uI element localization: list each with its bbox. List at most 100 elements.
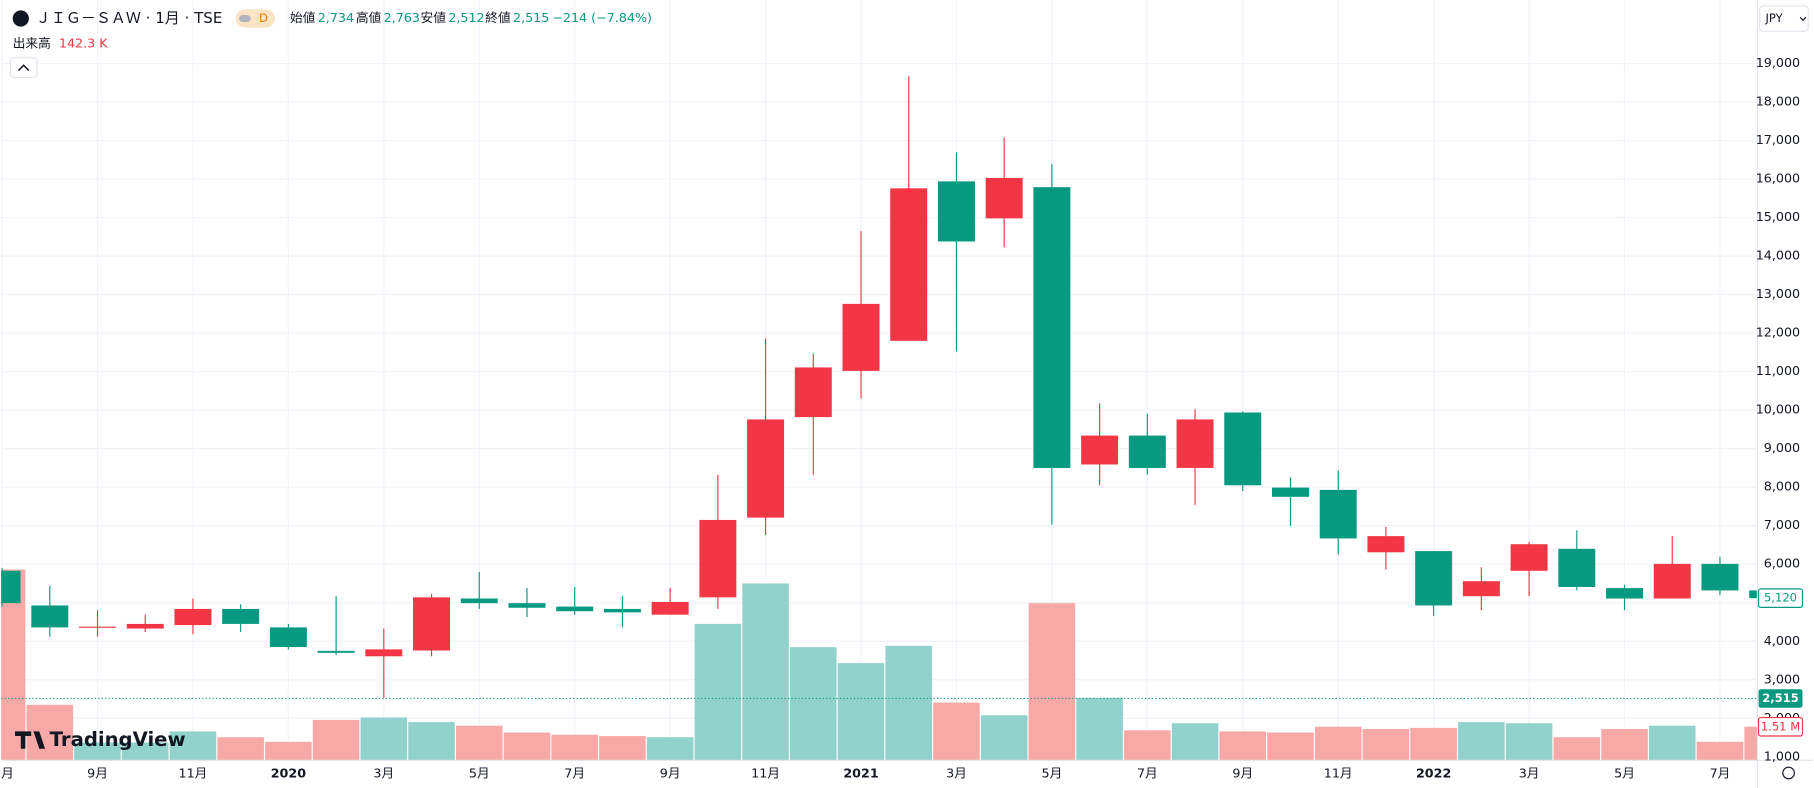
x-tick-label: 7月 xyxy=(1137,766,1158,781)
volume-bar xyxy=(503,732,551,761)
symbol[interactable]: ＪＩＧ－ＳＡＷ · 1月 · TSE xyxy=(36,9,223,27)
x-tick-label: 11月 xyxy=(751,766,780,781)
volume-pane xyxy=(1,569,1758,761)
candle-body xyxy=(79,626,116,628)
x-tick-label: 7月 xyxy=(1710,766,1731,781)
x-tick-label: 3月 xyxy=(1519,766,1540,781)
y-tick-label: 19,000 xyxy=(1756,55,1800,70)
candle-body xyxy=(1033,187,1071,468)
candle-body xyxy=(317,650,355,653)
volume-bar xyxy=(1028,603,1076,761)
y-tick-label: 12,000 xyxy=(1756,325,1800,340)
candle-body xyxy=(937,181,975,242)
y-tick-label: 11,000 xyxy=(1756,363,1800,378)
ohlc-label: 始値 xyxy=(290,10,316,25)
y-tick-label: 3,000 xyxy=(1764,671,1800,686)
candle-body xyxy=(603,608,641,613)
x-tick-label: 月 xyxy=(1,766,14,781)
x-tick-label: 11月 xyxy=(1324,766,1353,781)
volume-bar xyxy=(1076,697,1123,761)
x-tick-label: 3月 xyxy=(946,766,967,781)
candle-body xyxy=(985,177,1023,219)
volume-bar xyxy=(885,645,933,761)
volume-bar xyxy=(1219,731,1267,761)
y-tick-label: 15,000 xyxy=(1756,209,1800,224)
candle-body xyxy=(1128,435,1166,468)
logo-icon xyxy=(15,731,46,749)
y-tick-label: 4,000 xyxy=(1764,633,1800,648)
volume-bar xyxy=(1696,741,1744,761)
volume-bar xyxy=(1458,722,1505,761)
candle-body xyxy=(1224,412,1262,486)
volume-bar xyxy=(360,717,408,761)
candle-body xyxy=(126,623,164,629)
ohlc-label: 終値 xyxy=(485,10,511,25)
y-tick-label: 7,000 xyxy=(1764,517,1800,532)
ohlc-label: 高値 xyxy=(356,10,382,25)
volume-bar xyxy=(1553,737,1601,761)
x-tick-label: 2020 xyxy=(271,766,306,781)
close-label: 5,120 xyxy=(1764,591,1797,605)
grid xyxy=(1,0,1758,761)
volume-bar xyxy=(169,731,217,761)
volume-bar xyxy=(646,737,694,761)
volume-bar xyxy=(1314,726,1362,761)
y-tick-label: 8,000 xyxy=(1764,479,1800,494)
x-tick-label: 5月 xyxy=(1614,766,1635,781)
y-tick-label: 14,000 xyxy=(1756,248,1800,263)
collapse-button[interactable] xyxy=(9,57,38,78)
candle-body xyxy=(794,367,832,418)
x-tick-label: 11月 xyxy=(179,766,208,781)
change: −214 (−7.84%) xyxy=(552,10,652,25)
y-tick-label: 10,000 xyxy=(1756,402,1800,417)
volume-bar xyxy=(1648,725,1696,761)
volume-bar xyxy=(121,742,169,761)
candle-body xyxy=(651,601,689,615)
logo[interactable]: TradingView xyxy=(50,728,186,751)
candle-body xyxy=(1701,563,1739,591)
volume-bar xyxy=(1601,728,1648,761)
candle-body xyxy=(269,627,307,648)
candle-body xyxy=(842,303,880,371)
price-pane xyxy=(1,76,1758,700)
settings-icon[interactable] xyxy=(1782,766,1795,780)
candle-body xyxy=(1,570,21,604)
currency-button[interactable] xyxy=(1759,5,1809,32)
volume-bar xyxy=(265,741,312,761)
ohlc-label: 安値 xyxy=(421,10,447,25)
ohlc-value: 2,734 xyxy=(318,10,354,25)
y-tick-label: 1,000 xyxy=(1764,748,1800,763)
close-box xyxy=(1757,588,1804,608)
candle-body xyxy=(1462,581,1500,597)
volume-bar xyxy=(312,719,360,761)
volume-bar xyxy=(1267,732,1314,761)
collapse-icon xyxy=(17,64,30,72)
x-tick-label: 2021 xyxy=(843,766,878,781)
candle-body xyxy=(1749,590,1758,599)
volume-box xyxy=(1757,716,1804,737)
volume-bar xyxy=(742,583,789,761)
volume-value: 142.3 K xyxy=(59,35,108,50)
candle-body xyxy=(174,608,212,626)
currency[interactable]: JPY xyxy=(1764,11,1783,25)
y-tick-label: 17,000 xyxy=(1756,132,1800,147)
last-price-label: 2,515 xyxy=(1762,691,1799,705)
candle-body xyxy=(222,608,260,624)
volume-bar xyxy=(1505,723,1553,761)
candle-body xyxy=(1081,435,1119,465)
volume-bar xyxy=(599,736,646,761)
axes: 1,0002,0003,0004,0005,0006,0007,0008,000… xyxy=(1,55,1804,781)
volume-bar xyxy=(1124,730,1171,761)
volume-bar xyxy=(837,663,885,761)
ohlc-value: 2,763 xyxy=(384,10,420,25)
candle-body xyxy=(699,519,737,598)
volume-bar xyxy=(790,647,837,761)
symbol-icon xyxy=(12,10,29,27)
interval-badge[interactable]: D xyxy=(259,11,268,25)
volume-bar xyxy=(694,623,742,761)
x-tick-label: 9月 xyxy=(87,766,108,781)
candle-body xyxy=(1510,544,1548,571)
badge-bg xyxy=(235,9,275,28)
candle-body xyxy=(508,603,546,608)
